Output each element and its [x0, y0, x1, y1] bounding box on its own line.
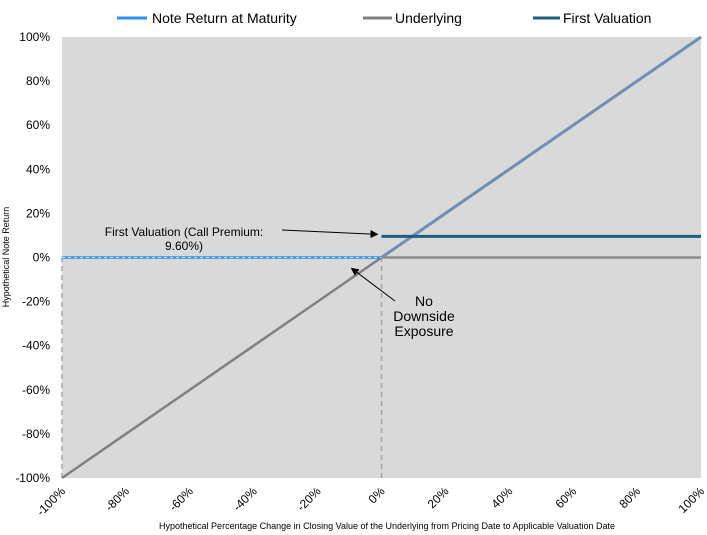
annotation-first-valuation-text: 9.60%) [165, 239, 203, 253]
y-tick-label: 40% [26, 162, 50, 176]
x-tick-label: 60% [552, 484, 579, 511]
x-tick-label: -20% [294, 484, 324, 514]
y-tick-label: -40% [22, 339, 50, 353]
legend-label: First Valuation [563, 10, 651, 26]
annotation-first-valuation-text: First Valuation (Call Premium: [105, 225, 263, 239]
legend-label: Underlying [395, 10, 462, 26]
x-axis-label: Hypothetical Percentage Change in Closin… [159, 521, 615, 531]
annotations: First Valuation (Call Premium:9.60%) NoDo… [105, 225, 455, 339]
y-tick-label: 80% [26, 74, 50, 88]
x-tick-label: 80% [616, 484, 643, 511]
x-tick-label: 100% [676, 484, 707, 516]
y-tick-label: -80% [22, 427, 50, 441]
chart-legend: Note Return at Maturity Underlying First V… [117, 10, 651, 26]
x-axis-ticks: -100% -80% -60% -40% -20% 0% 20% 40% 60% 80% 100% [34, 484, 707, 519]
x-tick-label: -60% [166, 484, 196, 514]
x-tick-label: -100% [34, 484, 69, 519]
legend-label: Note Return at Maturity [152, 10, 297, 26]
y-tick-label: 60% [26, 118, 50, 132]
x-tick-label: 20% [425, 484, 452, 511]
x-tick-label: -40% [230, 484, 260, 514]
x-tick-label: -80% [102, 484, 132, 514]
x-tick-label: 0% [365, 484, 387, 506]
y-tick-label: -60% [22, 383, 50, 397]
y-tick-label: 20% [26, 206, 50, 220]
y-tick-label: -20% [22, 295, 50, 309]
annotation-first-valuation-arrow [281, 229, 379, 239]
annotation-no-downside-arrow [350, 267, 396, 302]
annotation-no-downside-text: Downside [393, 308, 455, 324]
annotation-no-downside-text: No [415, 293, 433, 309]
y-tick-label: 100% [19, 30, 50, 44]
x-tick-label: 40% [489, 484, 516, 511]
y-axis-ticks: 100% 80% 60% 40% 20% 0% -20% -40% -60% -80% -100% [15, 30, 50, 485]
y-tick-label: 0% [33, 251, 51, 265]
series-upside-return [380, 35, 702, 259]
series-layer [61, 35, 702, 480]
y-tick-label: -100% [15, 471, 50, 485]
y-axis-label: Hypothetical Note Return [1, 207, 11, 308]
annotation-no-downside-text: Exposure [394, 323, 453, 339]
